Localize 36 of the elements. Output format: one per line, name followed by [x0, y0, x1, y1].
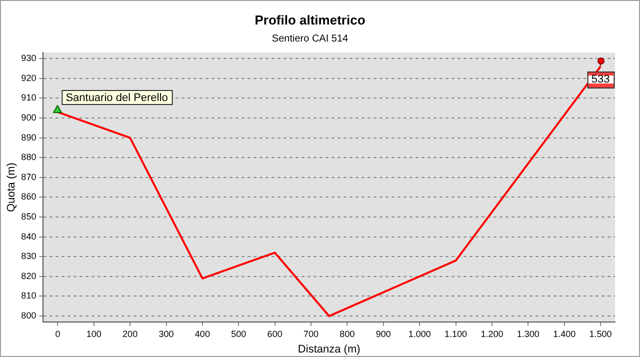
- y-axis-title: Quota (m): [6, 162, 18, 212]
- x-tick-label: 1.200: [480, 328, 504, 339]
- x-tick-label: 0: [55, 328, 60, 339]
- y-tick-label: 800: [21, 310, 36, 321]
- x-tick-label: 100: [86, 328, 102, 339]
- y-tick-label: 860: [21, 192, 36, 202]
- y-tick-label: 830: [21, 251, 36, 262]
- y-tick-label: 880: [21, 152, 36, 162]
- chart-title: Profilo altimetrico: [254, 12, 366, 28]
- x-tick-label: 800: [340, 328, 355, 339]
- annotation: Santuario del Perello: [66, 92, 168, 104]
- x-tick-label: 600: [267, 328, 282, 339]
- x-axis-title: Distanza (m): [298, 343, 360, 356]
- x-tick-label: 300: [158, 328, 174, 339]
- y-tick-label: 810: [21, 290, 36, 301]
- y-tick-label: 900: [21, 112, 36, 122]
- x-tick-label: 1.500: [589, 328, 612, 339]
- x-tick-label: 700: [304, 328, 319, 339]
- y-tick-label: 930: [21, 53, 36, 64]
- x-tick-label: 500: [231, 328, 246, 339]
- annotation: 533: [591, 73, 610, 86]
- x-tick-label: 200: [122, 328, 138, 339]
- y-tick-label: 870: [21, 172, 36, 182]
- y-tick-label: 910: [21, 92, 36, 103]
- y-tick-label: 920: [21, 72, 36, 83]
- x-tick-label: 1.000: [408, 328, 431, 339]
- x-tick-label: 1.300: [516, 328, 540, 339]
- x-tick-label: 1.100: [444, 328, 468, 339]
- y-tick-label: 840: [21, 231, 36, 242]
- x-tick-label: 1.400: [553, 328, 576, 339]
- chart-subtitle: Sentiero CAI 514: [272, 33, 349, 44]
- y-tick-label: 820: [21, 270, 36, 281]
- y-tick-label: 850: [21, 212, 36, 222]
- x-tick-label: 400: [194, 328, 210, 339]
- y-tick-label: 890: [21, 132, 36, 142]
- x-tick-label: 900: [376, 328, 391, 339]
